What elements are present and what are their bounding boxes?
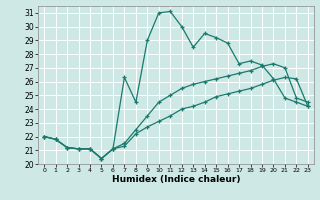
X-axis label: Humidex (Indice chaleur): Humidex (Indice chaleur) [112, 175, 240, 184]
